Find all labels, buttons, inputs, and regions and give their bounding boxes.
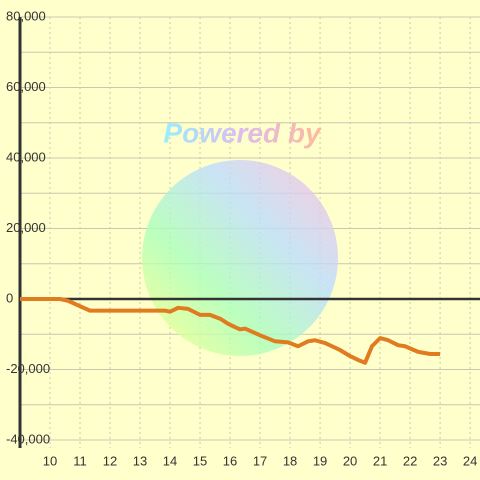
x-tick-label: 13 [133, 453, 147, 468]
y-tick-label: 80,000 [6, 8, 46, 23]
x-tick-label: 10 [43, 453, 57, 468]
watermark-logo [142, 160, 338, 356]
x-tick-label: 16 [223, 453, 237, 468]
x-tick-label: 20 [343, 453, 357, 468]
y-tick-label: -20,000 [6, 361, 50, 376]
x-tick-label: 23 [433, 453, 447, 468]
y-tick-label: 20,000 [6, 220, 46, 235]
x-tick-label: 24 [463, 453, 477, 468]
x-tick-label: 22 [403, 453, 417, 468]
x-tick-label: 19 [313, 453, 327, 468]
y-tick-label: 60,000 [6, 79, 46, 94]
x-tick-label: 17 [253, 453, 267, 468]
y-tick-label: 0 [6, 290, 13, 305]
x-tick-label: 15 [193, 453, 207, 468]
data-line [20, 297, 441, 365]
x-tick-label: 12 [103, 453, 117, 468]
watermark: Powered by [163, 117, 322, 148]
x-tick-label: 21 [373, 453, 387, 468]
x-tick-label: 11 [73, 453, 87, 468]
x-tick-label: 14 [163, 453, 177, 468]
y-tick-label: -40,000 [6, 431, 50, 446]
y-tick-label: 40,000 [6, 149, 46, 164]
x-tick-label: 18 [283, 453, 297, 468]
